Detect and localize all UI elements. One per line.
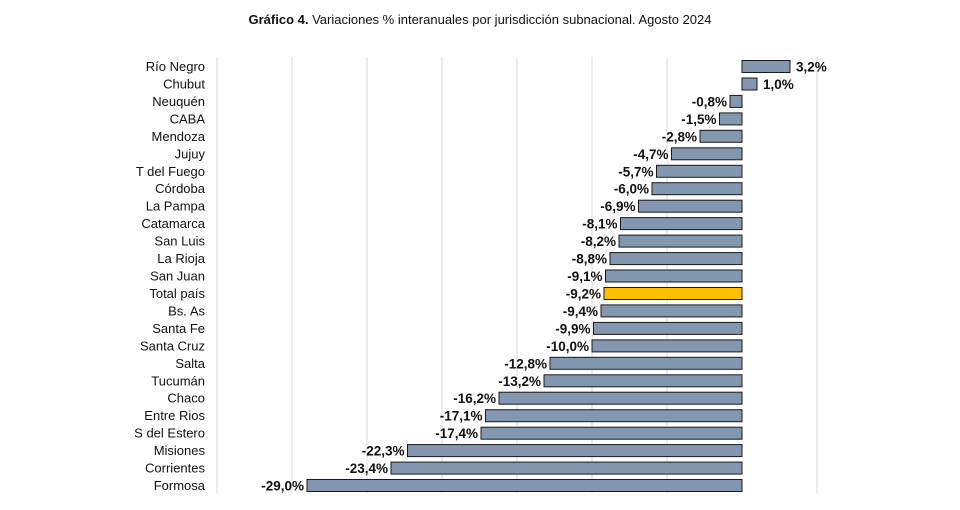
value-label: -13,2% xyxy=(498,374,541,389)
value-label: -6,0% xyxy=(614,182,649,197)
value-label: -5,7% xyxy=(618,164,653,179)
bar xyxy=(741,60,791,73)
value-label: -4,7% xyxy=(633,147,668,162)
category-label: Tucumán xyxy=(151,373,205,388)
value-label: -9,1% xyxy=(567,269,602,284)
category-label: Formosa xyxy=(154,478,206,493)
bar xyxy=(591,339,743,353)
category-label: Misiones xyxy=(154,443,206,458)
value-label: -23,4% xyxy=(345,461,388,476)
category-label: Santa Fe xyxy=(152,321,205,336)
bar xyxy=(620,217,743,231)
category-label: Neuquén xyxy=(152,94,205,109)
bar xyxy=(671,147,743,161)
category-label: Catamarca xyxy=(141,216,205,231)
value-label: -8,2% xyxy=(581,234,616,249)
bar xyxy=(593,321,743,335)
bar xyxy=(618,234,743,248)
bar xyxy=(543,374,743,388)
bar xyxy=(651,182,743,196)
label-layer: Río Negro 3,2% Chubut 1,0% Neuquén -0,8% CABA -… xyxy=(134,59,827,494)
category-label: Corrientes xyxy=(145,461,205,476)
category-label: Chubut xyxy=(163,77,205,92)
bar xyxy=(480,426,743,440)
bar xyxy=(656,164,743,178)
value-label: -6,9% xyxy=(600,199,635,214)
value-label: -12,8% xyxy=(504,356,547,371)
bar xyxy=(729,94,743,108)
category-label: La Pampa xyxy=(146,199,206,214)
value-label: -0,8% xyxy=(692,94,727,109)
bar xyxy=(407,444,743,458)
value-label: -9,4% xyxy=(563,304,598,319)
value-label: -17,1% xyxy=(440,409,483,424)
bar xyxy=(699,129,743,143)
bar xyxy=(306,479,743,492)
chart-title: Gráfico 4. Variaciones % interanuales po… xyxy=(0,12,960,27)
category-label: Santa Cruz xyxy=(140,338,205,353)
category-label: San Luis xyxy=(154,234,205,249)
bar xyxy=(605,269,743,283)
bar xyxy=(485,409,743,423)
bar xyxy=(498,391,743,405)
bar xyxy=(609,252,743,266)
category-label: Entre Rios xyxy=(144,408,205,423)
value-label: -9,9% xyxy=(555,321,590,336)
value-label: -16,2% xyxy=(453,391,496,406)
chart-title-text: Variaciones % interanuales por jurisdicc… xyxy=(312,12,712,27)
category-label: Bs. As xyxy=(168,303,205,318)
bar xyxy=(603,287,743,300)
bar xyxy=(719,112,743,126)
bar xyxy=(638,199,743,213)
value-label: -29,0% xyxy=(261,479,304,494)
chart-title-prefix: Gráfico 4. xyxy=(248,12,309,27)
category-label: Jujuy xyxy=(175,146,206,161)
category-label: Chaco xyxy=(167,391,205,406)
category-label: Mendoza xyxy=(152,129,206,144)
bar-layer xyxy=(306,60,791,492)
category-label: CABA xyxy=(170,111,206,126)
category-label: La Rioja xyxy=(157,251,205,266)
value-label: 1,0% xyxy=(763,77,794,92)
bar xyxy=(741,77,758,91)
value-label: -8,1% xyxy=(582,217,617,232)
value-label: -10,0% xyxy=(546,339,589,354)
value-label: -1,5% xyxy=(681,112,716,127)
category-label: Salta xyxy=(175,356,205,371)
value-label: -8,8% xyxy=(572,252,607,267)
category-label: San Juan xyxy=(150,269,205,284)
value-label: -2,8% xyxy=(662,129,697,144)
value-label: 3,2% xyxy=(796,60,827,75)
category-label: S del Estero xyxy=(134,426,205,441)
category-label: Córdoba xyxy=(155,181,206,196)
value-label: -17,4% xyxy=(435,426,478,441)
value-label: -9,2% xyxy=(566,287,601,302)
bar xyxy=(390,461,743,475)
category-label: Total país xyxy=(149,286,205,301)
bar xyxy=(600,304,743,318)
bar xyxy=(549,356,743,370)
category-label: Río Negro xyxy=(146,59,205,74)
category-label: T del Fuego xyxy=(136,164,205,179)
value-label: -22,3% xyxy=(362,444,405,459)
